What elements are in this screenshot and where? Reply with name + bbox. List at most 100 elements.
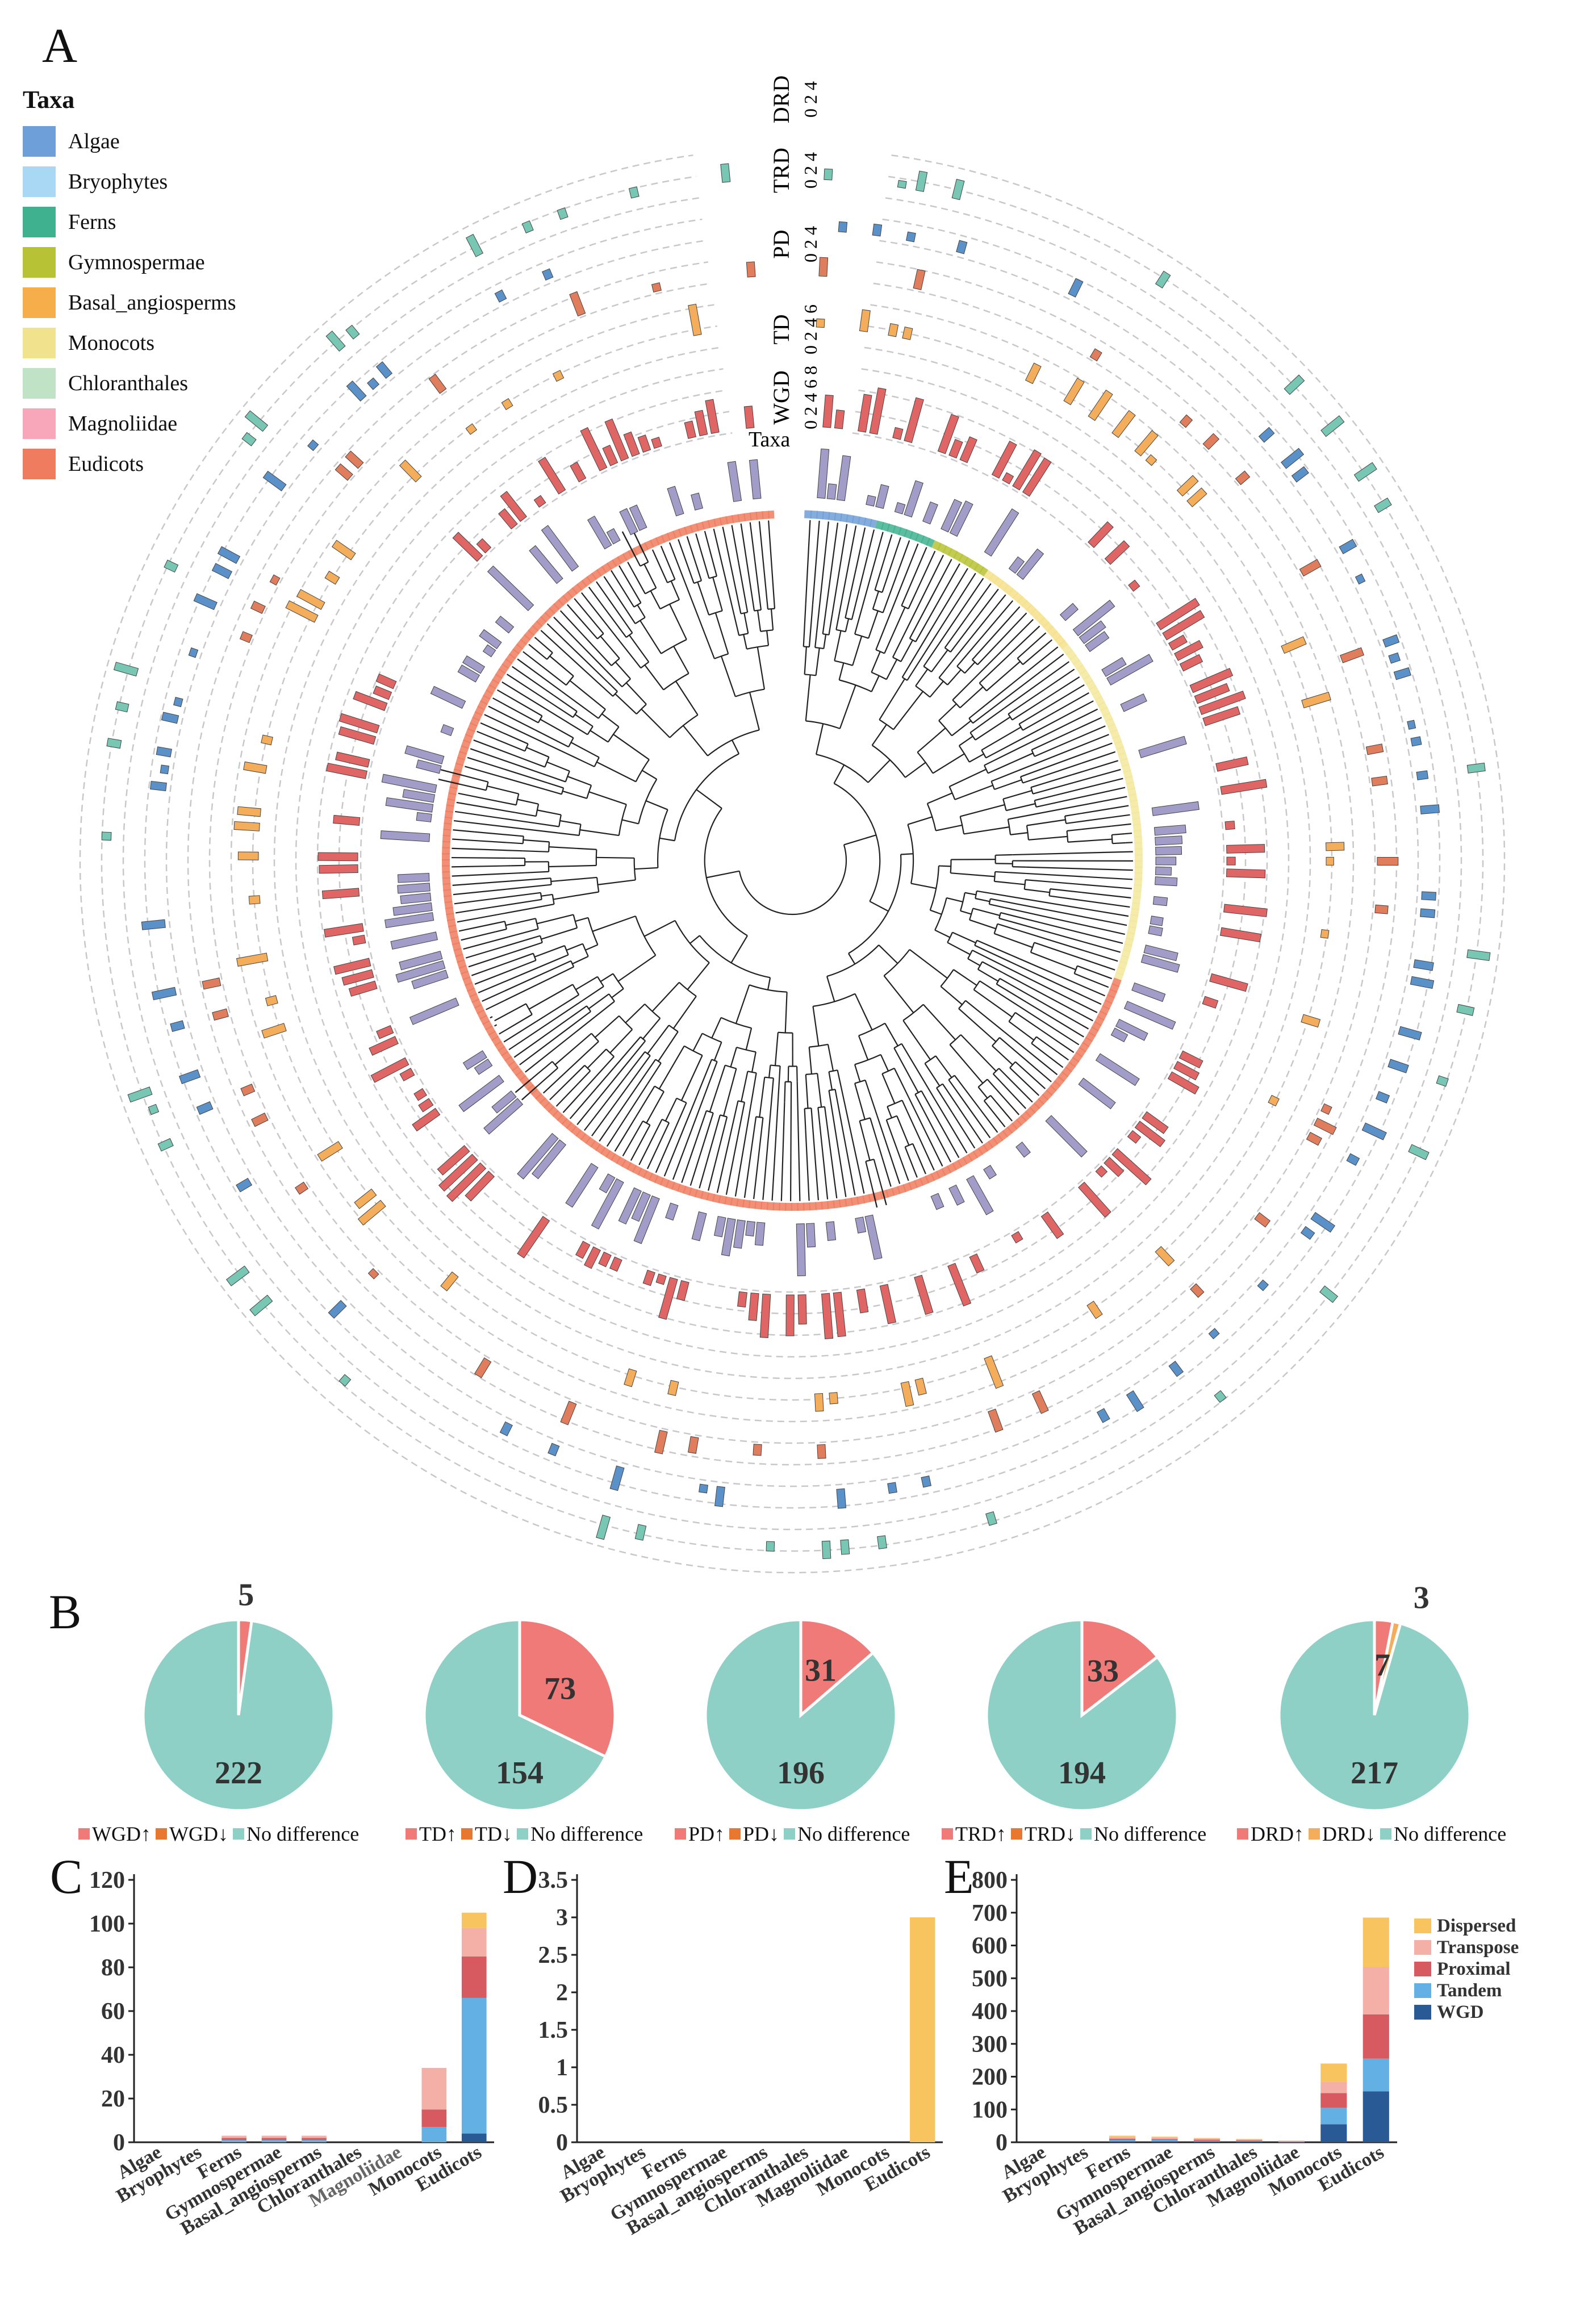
- tree-branch: [523, 850, 549, 852]
- data-bar: [412, 1107, 441, 1132]
- tree-branch: [972, 710, 990, 724]
- guide-ring: [360, 432, 1225, 1293]
- tree-branch: [954, 784, 993, 800]
- data-bar: [261, 734, 273, 746]
- tree-branch: [1030, 951, 1076, 971]
- tree-arc: [977, 961, 983, 970]
- tree-branch: [505, 918, 536, 926]
- tree-branch: [1024, 888, 1050, 893]
- bar-segment: [1320, 2063, 1347, 2082]
- tree-leaf-branch: [831, 524, 848, 615]
- tree-branch: [643, 919, 676, 937]
- bar-segment: [1236, 2141, 1263, 2142]
- bar-segment: [302, 2138, 327, 2141]
- data-bar: [826, 483, 837, 500]
- guide-ring: [273, 346, 1311, 1380]
- legend-pd-up: PD↑: [688, 1823, 725, 1845]
- bar-segment: [1363, 2014, 1389, 2059]
- bar-segment: [221, 2138, 246, 2141]
- tree-leaf-branch: [951, 1112, 976, 1149]
- y-tick-label: 0: [113, 2130, 125, 2156]
- tree-branch: [823, 634, 827, 649]
- tree-branch: [969, 753, 984, 763]
- tree-branch: [1031, 1043, 1063, 1067]
- data-bar: [385, 797, 434, 813]
- tree-leaf-branch: [862, 532, 884, 607]
- data-bar: [1168, 1361, 1184, 1377]
- bar-segment: [1320, 2081, 1347, 2093]
- tree-leaf-branch: [458, 923, 494, 932]
- tree-arc: [967, 950, 973, 959]
- data-bar: [1202, 996, 1219, 1009]
- tree-leaf-branch: [638, 1135, 655, 1165]
- data-bar: [331, 540, 356, 561]
- tree-leaf-branch: [1058, 725, 1106, 747]
- pd-ring-bars: [202, 257, 1399, 1459]
- tree-branch: [952, 931, 976, 944]
- data-bar: [1173, 1061, 1200, 1081]
- tree-arc: [612, 973, 624, 989]
- data-bar: [380, 830, 431, 842]
- tree-branch: [559, 820, 581, 825]
- data-bar: [1365, 743, 1384, 755]
- data-bar: [856, 1288, 869, 1314]
- data-bar: [694, 409, 708, 437]
- tree-branch: [569, 1005, 587, 1019]
- pie-label: 217: [1351, 1755, 1398, 1791]
- data-bar: [244, 410, 269, 432]
- tree-branch: [607, 681, 618, 692]
- guide-ring: [79, 154, 1506, 1574]
- y-tick-label: 1.5: [538, 2017, 569, 2043]
- data-bar: [687, 1436, 699, 1454]
- tree-branch: [944, 617, 967, 649]
- tree-branch: [746, 562, 755, 611]
- tree-leaf-branch: [855, 527, 866, 570]
- tree-branch: [998, 917, 1039, 930]
- tree-branch: [946, 897, 963, 902]
- tree-arc: [634, 617, 646, 624]
- y-tick-label: 400: [972, 1999, 1008, 2025]
- tree-leaf-branch: [1125, 832, 1132, 835]
- taxa-swatch: [23, 367, 56, 399]
- data-bar: [1226, 868, 1266, 879]
- tree-branch: [835, 616, 839, 630]
- tree-leaf-branch: [1071, 751, 1116, 768]
- tree-branch: [1018, 704, 1051, 725]
- tree-leaf-branch: [549, 1077, 573, 1101]
- tree-leaf-branch: [1019, 958, 1106, 997]
- tree-branch: [912, 1143, 924, 1169]
- tree-leaf-branch: [805, 520, 811, 604]
- tree-leaf-branch: [938, 578, 984, 645]
- tree-branch: [938, 865, 951, 867]
- tree-branch: [875, 603, 896, 650]
- tree-branch: [924, 1063, 941, 1086]
- tree-leaf-branch: [974, 618, 1034, 679]
- bar-segment: [1363, 1967, 1389, 2014]
- tree-leaf-branch: [1019, 1006, 1080, 1046]
- data-bar: [212, 1008, 229, 1021]
- tree-branch: [763, 569, 769, 609]
- pie-legend-drd: DRD↑ DRD↓ No difference: [1232, 1822, 1506, 1846]
- tree-arc: [635, 759, 650, 782]
- tree-branch: [838, 662, 845, 680]
- tree-leaf-branch: [916, 550, 936, 591]
- tree-branch: [538, 954, 569, 968]
- tree-branch: [743, 634, 747, 650]
- tree-leaf-branch: [513, 1017, 570, 1058]
- data-bar: [609, 1256, 622, 1272]
- tree-arc: [958, 745, 970, 763]
- tree-leaf-branch: [681, 1136, 698, 1183]
- data-bar: [1281, 448, 1305, 469]
- legend-drd-up: DRD↑: [1251, 1823, 1305, 1845]
- data-bar: [437, 1145, 470, 1176]
- data-bar: [887, 1482, 897, 1494]
- tree-branch: [730, 1047, 737, 1068]
- tree-branch: [517, 799, 539, 805]
- drd-ring-bars: [101, 163, 1491, 1560]
- data-bar: [1398, 1026, 1422, 1040]
- data-bar: [1145, 454, 1157, 466]
- data-bar: [151, 987, 177, 1001]
- data-bar: [319, 864, 358, 874]
- data-bar: [922, 501, 938, 525]
- tree-arc: [618, 804, 627, 836]
